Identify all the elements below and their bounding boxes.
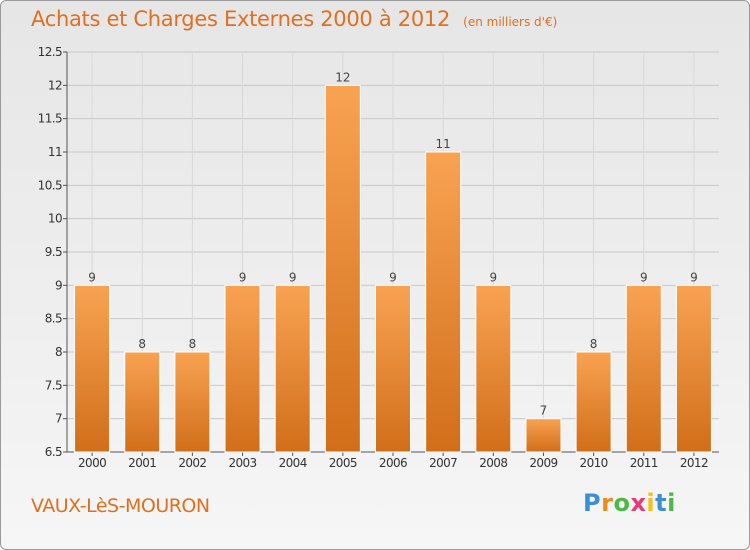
xtick-label-2012: 2012 xyxy=(680,456,708,470)
chart-title: Achats et Charges Externes 2000 à 2012 (… xyxy=(31,7,557,31)
data-label-2005: 12 xyxy=(335,70,350,84)
data-label-2012: 9 xyxy=(690,270,698,284)
xtick-label-2003: 2003 xyxy=(228,456,256,470)
data-label-2007: 11 xyxy=(436,137,451,151)
ytick-label: 10 xyxy=(48,212,62,226)
xtick-label-2010: 2010 xyxy=(580,456,608,470)
ytick-label: 9 xyxy=(55,278,62,292)
bar-2006 xyxy=(375,284,411,453)
proxiti-logo: Proxiti xyxy=(583,489,676,517)
ytick-label: 11 xyxy=(48,145,62,159)
commune-name: VAUX-LèS-MOURON xyxy=(31,495,210,517)
ytick-label: 10.5 xyxy=(38,178,62,192)
chart-title-text: Achats et Charges Externes 2000 à 2012 xyxy=(31,7,451,31)
ytick-label: 9.5 xyxy=(45,245,62,259)
bar-2008 xyxy=(475,284,512,453)
logo-letter: r xyxy=(601,489,614,517)
bar-2010 xyxy=(575,351,612,453)
logo-letter: x xyxy=(630,489,647,517)
data-label-2009: 7 xyxy=(540,404,548,418)
ytick-label: 12.5 xyxy=(38,45,62,59)
data-label-2004: 9 xyxy=(289,270,297,284)
logo-letter: P xyxy=(583,489,602,517)
bar-2003 xyxy=(224,284,261,453)
bar-2012 xyxy=(675,284,712,453)
data-label-2008: 9 xyxy=(489,270,497,284)
axes: 6.5 7 7.5 8 8.5 9 9.5 10 10.5 11 11.5 12 12.5 2000 200… xyxy=(38,45,719,470)
ytick-label: 8 xyxy=(55,345,62,359)
logo-letter: o xyxy=(613,489,631,517)
chart-subtitle: (en milliers d'€) xyxy=(463,15,558,29)
bar-labels: 9 8 8 9 9 12 9 11 9 7 8 9 9 xyxy=(88,70,697,417)
xtick-label-2006: 2006 xyxy=(379,456,407,470)
ytick-label: 6.5 xyxy=(45,445,62,459)
data-label-2010: 8 xyxy=(590,337,598,351)
xtick-label-2011: 2011 xyxy=(630,456,658,470)
bar-2009 xyxy=(525,418,562,453)
data-label-2003: 9 xyxy=(239,270,247,284)
bar-2002 xyxy=(174,351,211,453)
bar-2001 xyxy=(124,351,161,453)
ytick-label: 12 xyxy=(48,78,62,92)
data-label-2000: 9 xyxy=(88,270,96,284)
bars xyxy=(74,84,712,453)
xtick-label-2007: 2007 xyxy=(429,456,457,470)
ytick-label: 8.5 xyxy=(45,312,62,326)
xtick-label-2005: 2005 xyxy=(329,456,357,470)
xtick-label-2001: 2001 xyxy=(128,456,156,470)
logo-letter: i xyxy=(667,489,676,517)
data-label-2002: 8 xyxy=(189,337,197,351)
bar-2011 xyxy=(625,284,662,453)
xtick-label-2002: 2002 xyxy=(178,456,206,470)
logo-letter: i xyxy=(646,489,656,517)
data-label-2001: 8 xyxy=(138,337,146,351)
xtick-label-2009: 2009 xyxy=(529,456,557,470)
xtick-label-2004: 2004 xyxy=(279,456,307,470)
ytick-label: 7.5 xyxy=(45,378,62,392)
logo-letter: t xyxy=(655,489,668,517)
bar-2007 xyxy=(425,151,462,453)
xtick-label-2008: 2008 xyxy=(479,456,507,470)
bar-2005 xyxy=(324,84,361,453)
ytick-label: 7 xyxy=(55,412,62,426)
data-label-2011: 9 xyxy=(640,270,648,284)
data-label-2006: 9 xyxy=(389,270,397,284)
bar-2000 xyxy=(74,284,111,453)
xtick-label-2000: 2000 xyxy=(78,456,106,470)
bar-2004 xyxy=(274,284,311,453)
ytick-label: 11.5 xyxy=(38,112,62,126)
